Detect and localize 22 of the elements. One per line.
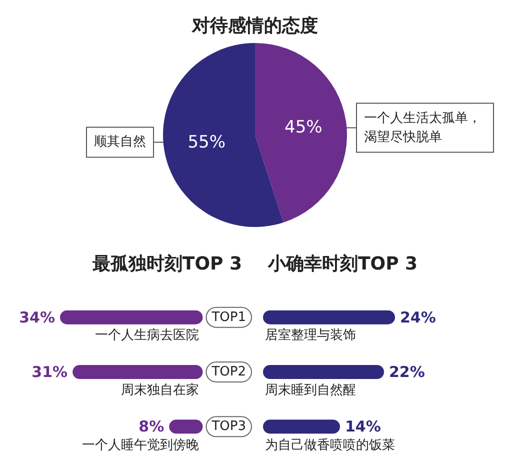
data-label: 24%	[400, 308, 436, 326]
data-label: 34%	[19, 308, 55, 326]
y-tick-label: TOP2	[210, 364, 246, 380]
annotation: 为自己做香喷喷的饭菜	[265, 438, 395, 453]
slice-label: 顺其自然	[94, 134, 146, 150]
data-label: 45%	[284, 117, 322, 138]
annotation: 周末睡到自然醒	[265, 383, 356, 398]
annotation: 一个人睡午觉到傍晚	[82, 438, 199, 453]
slice-label: 一个人生活太孤单，渴望尽快脱单	[364, 110, 481, 145]
data-label: 14%	[345, 418, 381, 436]
data-label: 22%	[389, 363, 425, 381]
y-tick-label: TOP3	[210, 419, 246, 434]
y-tick-label: TOP1	[210, 310, 246, 325]
data-label: 55%	[188, 132, 226, 153]
chart-title: 对待感情的态度	[191, 16, 318, 36]
annotation: 居室整理与装饰	[265, 327, 356, 343]
annotation: 一个人生病去医院	[95, 328, 199, 343]
chart-title: 小确幸时刻TOP 3	[267, 254, 418, 274]
chart-title: 最孤独时刻TOP 3	[91, 254, 242, 274]
annotation: 周末独自在家	[121, 382, 199, 398]
data-label: 31%	[32, 363, 68, 381]
data-label: 8%	[138, 418, 164, 436]
